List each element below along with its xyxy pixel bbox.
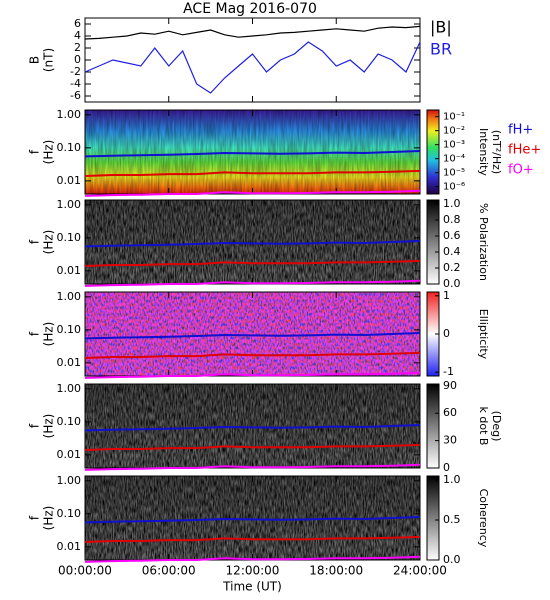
colorbar-tick-label: 1 [443,289,450,302]
series-line [84,189,421,197]
y-tick-label: 2 [74,41,81,54]
colorbar-tick-label: 0.8 [443,213,461,226]
y-tick-label: 0.10 [57,323,82,336]
colorbar-tick-label: 10⁻⁶ [443,182,465,193]
y-tick-label: 1.00 [57,290,82,303]
y-axis-label: (nT) [42,48,56,72]
colorbar-tick-label: 10⁻¹ [443,112,465,123]
y-tick-label: 6 [74,17,81,30]
x-tick-label: 24:00:00 [393,564,447,578]
y-tick-label: -6 [70,89,81,102]
y-tick-label: 1.00 [57,198,82,211]
series-line [84,169,421,177]
y-tick-label: 0.10 [57,141,82,154]
colorbar-tick-label: 0.5 [443,513,461,526]
colorbar-tick-label: 10⁻⁴ [443,154,465,165]
colorbar-label: Coherency [477,489,490,548]
legend-label: fO+ [508,163,534,178]
y-axis-label: B [28,56,42,64]
series-line [84,371,421,379]
y-tick-label: 1.00 [57,382,82,395]
colorbar-tick-label: -1 [443,365,454,378]
y-tick-label: 0.10 [57,415,82,428]
y-tick-label: 0.01 [57,448,82,461]
y-tick-label: 4 [74,29,81,42]
colorbar-tick-label: 0.0 [443,277,461,290]
y-tick-label: -2 [70,65,81,78]
y-tick-label: 0.01 [57,264,82,277]
series-line [84,259,421,267]
series-line [84,463,421,471]
y-tick-label: 0 [74,53,81,66]
series-line [84,240,421,248]
y-tick-label: 0.01 [57,356,82,369]
series-line [84,535,421,543]
colorbar [426,109,440,195]
legend-label: |B| [430,18,452,37]
y-axis-label: (Hz) [42,322,56,347]
colorbar-label: % Polarization [477,203,490,281]
x-tick-label: 06:00:00 [142,564,196,578]
series-line [84,555,421,563]
colorbar-tick-label: 0.4 [443,245,461,258]
legend-label: fHe+ [508,143,541,158]
y-tick-label: 0.01 [57,540,82,553]
colorbar [426,199,440,285]
x-tick-label: 00:00:00 [58,564,112,578]
legend-label: fH+ [508,123,533,138]
colorbar-label: Intensity [477,128,490,176]
series-line [84,443,421,451]
y-axis-label: (Hz) [42,230,56,255]
series-line [84,424,421,432]
colorbar [426,475,440,561]
colorbar-tick-label: 0.2 [443,261,461,274]
colorbar [426,383,440,469]
series-line [84,516,421,524]
series-line [84,332,421,340]
colorbar-tick-label: 0 [443,461,450,474]
colorbar-tick-label: 1.0 [443,197,461,210]
colorbar-tick-label: 30 [443,434,457,447]
colorbar-label: k dot B [477,407,490,446]
colorbar-tick-label: 90 [443,379,457,392]
colorbar-tick-label: 60 [443,406,457,419]
y-axis-label: (Hz) [42,506,56,531]
series-line [84,351,421,359]
colorbar-tick-label: 0.0 [443,553,461,566]
colorbar-tick-label: 10⁻³ [443,140,465,151]
series-line [84,279,421,287]
y-axis-label: f [28,239,42,244]
x-axis-label: Time (UT) [222,580,282,594]
y-tick-label: 0.01 [57,174,82,187]
y-axis-label: f [28,515,42,520]
series-line [84,25,421,40]
y-axis-label: f [28,423,42,428]
legend-label: BR [430,40,452,59]
x-tick-label: 12:00:00 [226,564,280,578]
x-tick-label: 18:00:00 [309,564,363,578]
colorbar-label: (Deg) [490,411,503,442]
y-tick-label: 1.00 [57,474,82,487]
colorbar-tick-label: 10⁻⁵ [443,168,465,179]
y-axis-label: (Hz) [42,140,56,165]
y-axis-label: f [28,331,42,336]
y-tick-label: -4 [70,77,81,90]
colorbar-tick-label: 0.6 [443,229,461,242]
y-tick-label: 1.00 [57,108,82,121]
chart-title: ACE Mag 2016-070 [183,1,317,17]
colorbar-label: (nT²/Hz) [490,130,503,174]
colorbar-label: Ellipticity [477,309,490,360]
y-axis-label: f [28,149,42,154]
colorbar-tick-label: 0 [443,327,450,340]
y-tick-label: 0.10 [57,231,82,244]
series-line [84,150,421,158]
colorbar-tick-label: 1.0 [443,473,461,486]
y-tick-label: 0.10 [57,507,82,520]
colorbar-tick-label: 10⁻² [443,126,465,137]
y-axis-label: (Hz) [42,414,56,439]
series-line [84,41,421,94]
